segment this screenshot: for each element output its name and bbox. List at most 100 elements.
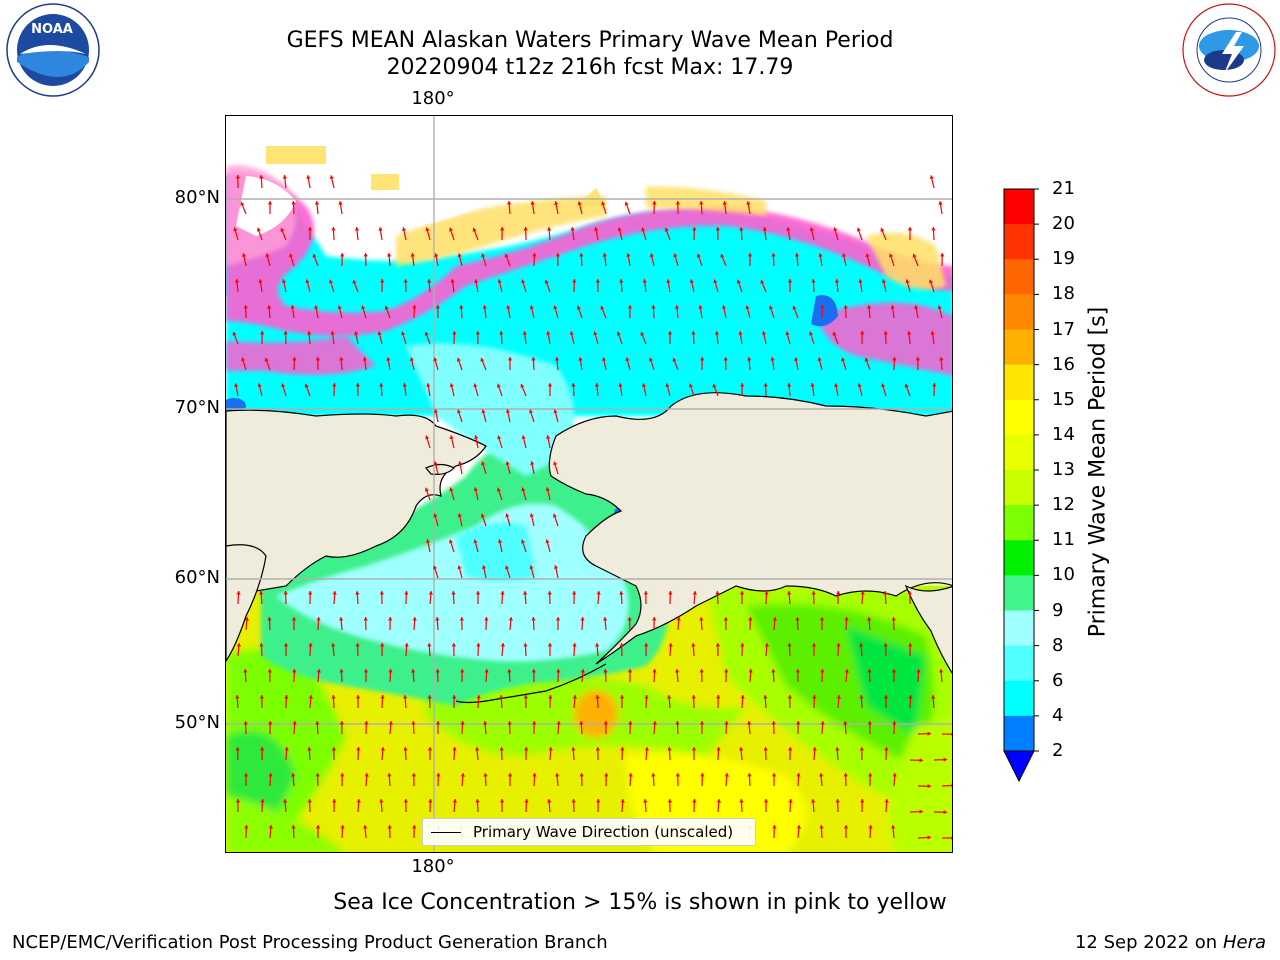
wave-arrow-head [748,669,753,673]
wave-arrow-head [859,695,864,699]
colorbar-tick-label: 2 [1052,740,1064,761]
wave-arrow-head [307,747,312,751]
wave-arrow-head [843,773,848,777]
wave-arrow-head [507,669,512,673]
wave-arrow-head [427,695,432,699]
wave-arrow-head [427,279,432,283]
wave-arrow-head [675,201,680,205]
wave-arrow-head [627,305,633,309]
wave-arrow-head [819,773,824,777]
wave-arrow-head [620,747,625,751]
wave-arrow-head [432,565,438,570]
wave-arrow-head [643,591,648,595]
wave-arrow-head [433,409,439,414]
wave-arrow-head [571,799,576,803]
wave-arrow-head [844,669,849,673]
wave-arrow-head [835,799,840,803]
wave-arrow-head [642,279,647,283]
wave-arrow-head [524,799,529,803]
wave-arrow-head [259,695,264,699]
wave-arrow-head [796,773,801,777]
wave-arrow-head [643,799,648,803]
wave-arrow-head [259,643,264,647]
wave-arrow-head [388,669,393,673]
wave-arrow-head [811,799,816,803]
wave-arrow-head [760,279,765,284]
wave-arrow-head [497,539,503,544]
wave-arrow-head [256,227,261,232]
wave-arrow-head [951,783,952,788]
wave-arrow-head [832,331,837,336]
wave-arrow-head [363,253,368,257]
wave-arrow-head [603,669,608,673]
wave-arrow-head [818,253,823,257]
wave-arrow-head [404,643,409,647]
wave-arrow-head [308,643,313,647]
wave-arrow-head [892,721,897,725]
wave-arrow-head [260,799,265,803]
wave-arrow-head [475,591,481,595]
wave-arrow-head [448,539,454,544]
wave-arrow-head [497,435,502,440]
wave-arrow-head [795,617,800,621]
sea-ice-caption: Sea Ice Concentration > 15% is shown in … [333,890,947,915]
wave-arrow-head [283,591,288,595]
wave-arrow-head [841,357,846,362]
wave-arrow-head [844,617,849,621]
wave-arrow-head [676,617,681,621]
wave-arrow-head [265,253,270,258]
colorbar-extend-triangle [1003,750,1035,783]
colorbar-segment [1004,259,1034,295]
wave-arrow-head [452,747,457,751]
wave-arrow-head [481,409,486,414]
wave-arrow-head [316,669,321,673]
wave-arrow-head [363,825,368,829]
wave-arrow-head [691,695,696,699]
wave-arrow-head [328,279,334,284]
colorbar-tick-label: 12 [1052,494,1075,516]
wave-arrow-head [691,331,696,335]
wave-arrow-head [596,591,601,595]
wave-arrow-head [548,695,553,699]
wave-arrow-head [283,643,289,647]
wave-arrow-head [531,669,536,673]
colorbar-segment [1004,364,1034,401]
alaska [548,392,952,665]
wave-arrow-head [723,357,728,361]
wave-arrow-head [795,669,800,673]
wave-arrow-head [817,357,822,362]
noaa-logo-text: NOAA [31,22,73,37]
wave-arrow-head [500,643,505,647]
wave-arrow-head [652,669,657,673]
wave-arrow-head [696,253,701,258]
wave-arrow-head [641,383,647,388]
wave-arrow-head [532,253,537,257]
colorbar-tick-label: 4 [1052,704,1064,726]
wave-arrow-head [288,253,294,258]
wave-arrow-head [667,747,672,751]
colorbar-tick-label: 15 [1052,388,1075,410]
wave-arrow-head [425,435,430,440]
wave-arrow-head [628,721,633,725]
wave-arrow-head [474,279,479,283]
wave-arrow-head [880,227,885,232]
wave-arrow-head [652,721,657,725]
wave-arrow-head [740,643,745,647]
wave-arrow-head [888,253,894,258]
wave-arrow-head [290,305,295,309]
wave-arrow-head [890,305,895,309]
legend-line [431,832,461,833]
wave-arrow-head [282,175,287,179]
wave-arrow-head [291,825,296,829]
wave-arrow-head [699,669,704,673]
wave-arrow-head [810,383,815,387]
wave-arrow-head [267,617,272,621]
wave-arrow-head [668,643,673,647]
wave-arrow-head [602,253,607,257]
wave-arrow-head [601,357,607,362]
wave-arrow-head [673,253,678,258]
colorbar-tick-label: 13 [1052,459,1075,480]
wave-arrow-head [809,227,814,232]
wave-arrow-head [763,695,768,699]
wave-arrow-head [578,357,583,361]
